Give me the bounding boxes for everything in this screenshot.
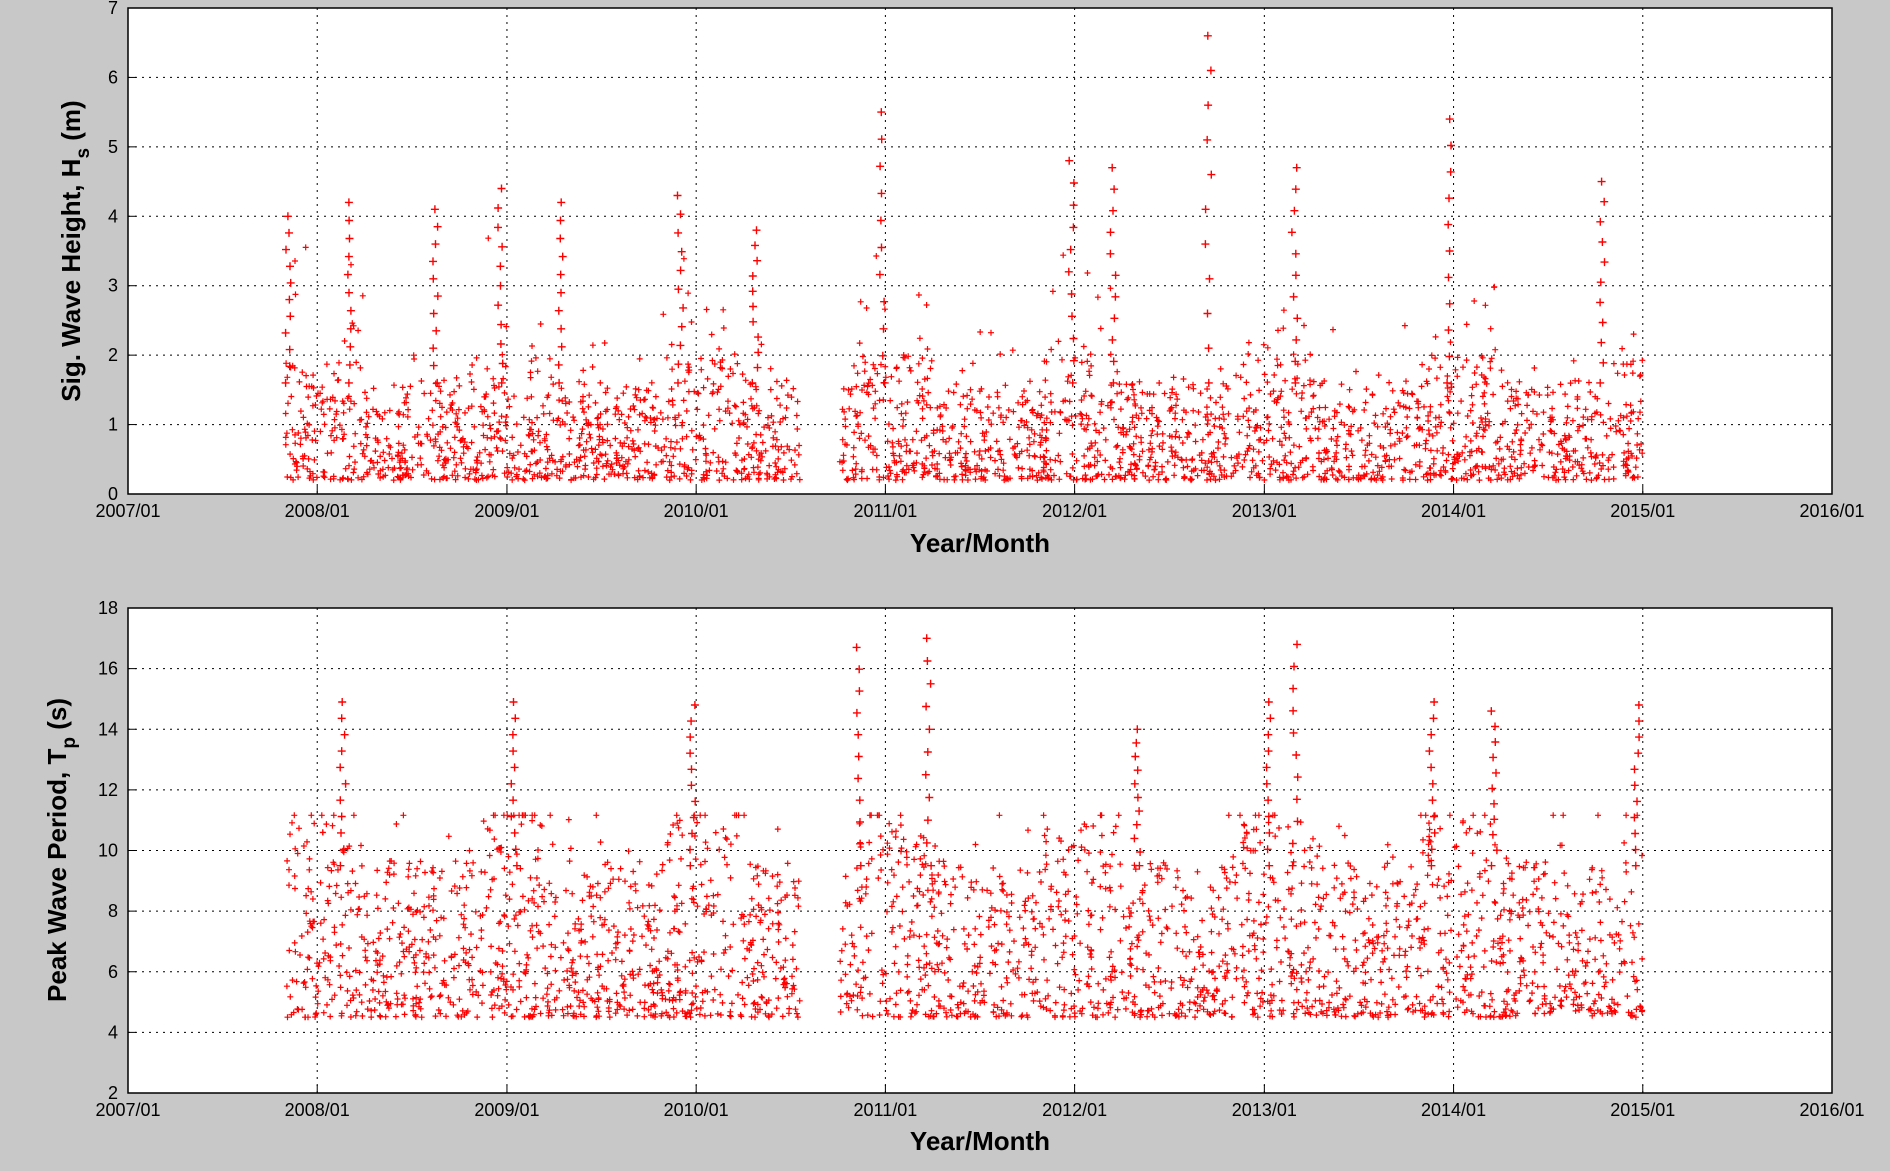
hs-y-tick-label: 6 xyxy=(108,67,118,87)
hs-y-tick-label: 1 xyxy=(108,415,118,435)
tp-plot-area xyxy=(127,607,1833,1094)
tp-y-tick-label: 6 xyxy=(108,962,118,982)
hs-y-tick-label: 4 xyxy=(108,206,118,226)
tp-y-ticks: 2 4 6 8 10 12 14 16 18 xyxy=(98,598,136,1103)
tp-peak-marker xyxy=(1630,701,1644,870)
hs-point-cloud xyxy=(282,235,1646,484)
hs-y-tick-label: 3 xyxy=(108,276,118,296)
hs-peak-marker xyxy=(875,108,889,387)
tp-peak-marker xyxy=(1425,698,1439,870)
tp-point-cloud xyxy=(283,812,1646,1021)
tp-y-tick-label: 4 xyxy=(108,1022,118,1042)
hs-peak-marker xyxy=(494,184,507,387)
hs-peak-marker xyxy=(1287,163,1302,387)
tp-peak-marker xyxy=(1262,698,1275,870)
hs-y-tick-label: 0 xyxy=(108,484,118,504)
hs-x-tick-label: 2007/01 xyxy=(95,501,160,521)
tp-peak-marker xyxy=(686,701,700,870)
hs-x-axis-title: Year/Month xyxy=(910,528,1050,558)
hs-peak-marker xyxy=(343,198,355,387)
hs-y-tick-label: 7 xyxy=(108,0,118,18)
hs-peak-marker xyxy=(673,191,688,387)
hs-peak-marker xyxy=(748,226,763,387)
tp-y-tick-label: 2 xyxy=(108,1083,118,1103)
hs-peak-marker xyxy=(1106,163,1120,387)
hs-peak-marker xyxy=(1596,177,1609,387)
tp-x-tick-label: 2012/01 xyxy=(1042,1100,1107,1120)
hs-y-ticks: 0 1 2 3 4 5 6 7 xyxy=(108,0,136,504)
tp-data-points xyxy=(283,634,1646,1021)
tp-x-ticks: 2007/01 2008/01 2009/01 2010/01 2011/01 2012/… xyxy=(95,1085,1865,1120)
tp-x-tick-label: 2013/01 xyxy=(1232,1100,1297,1120)
tp-y-tick-label: 10 xyxy=(98,841,118,861)
hs-peak-marker xyxy=(554,198,567,387)
hs-panel: 2007/01 2008/01 2009/01 2010/01 2011/01 2012/… xyxy=(56,0,1865,558)
tp-y-tick-label: 8 xyxy=(108,901,118,921)
hs-x-tick-label: 2012/01 xyxy=(1042,501,1107,521)
tp-panel: 2007/01 2008/01 2009/01 2010/01 2011/01 2012/… xyxy=(42,598,1865,1156)
hs-peak-marker xyxy=(429,205,442,387)
tp-x-tick-label: 2007/01 xyxy=(95,1100,160,1120)
tp-peak-marker xyxy=(1130,725,1145,870)
tp-y-tick-label: 16 xyxy=(98,659,118,679)
tp-peak-marker xyxy=(507,698,521,870)
tp-x-tick-label: 2009/01 xyxy=(474,1100,539,1120)
hs-x-tick-label: 2009/01 xyxy=(474,501,539,521)
hs-y-axis-title: Sig. Wave Height, Hs (m) xyxy=(56,100,94,401)
tp-x-tick-label: 2014/01 xyxy=(1421,1100,1486,1120)
tp-y-tick-label: 14 xyxy=(98,719,118,739)
tp-y-tick-label: 12 xyxy=(98,780,118,800)
hs-data-points xyxy=(281,31,1646,484)
tp-peak-marker xyxy=(1487,707,1501,870)
hs-peak-marker xyxy=(1064,156,1078,387)
hs-peak-marker xyxy=(1443,115,1455,387)
tp-y-axis-title: Peak Wave Period, Tp (s) xyxy=(42,698,80,1002)
tp-x-tick-label: 2010/01 xyxy=(664,1100,729,1120)
hs-x-tick-label: 2016/01 xyxy=(1799,501,1864,521)
tp-peak-marker xyxy=(336,698,350,870)
hs-x-ticks: 2007/01 2008/01 2009/01 2010/01 2011/01 2012/… xyxy=(95,486,1865,521)
hs-x-tick-label: 2015/01 xyxy=(1610,501,1675,521)
hs-peak-marker xyxy=(1201,31,1216,387)
hs-y-tick-label: 2 xyxy=(108,345,118,365)
tp-peak-marker xyxy=(1288,640,1302,870)
hs-y-tick-label: 5 xyxy=(108,137,118,157)
hs-peak-marker xyxy=(281,212,295,387)
tp-x-tick-label: 2011/01 xyxy=(854,1100,918,1120)
tp-peak-marker xyxy=(852,643,865,870)
hs-x-tick-label: 2010/01 xyxy=(664,501,729,521)
tp-x-axis-title: Year/Month xyxy=(910,1126,1050,1156)
tp-peak-marker xyxy=(921,634,936,870)
tp-x-tick-label: 2015/01 xyxy=(1610,1100,1675,1120)
hs-x-tick-label: 2008/01 xyxy=(285,501,350,521)
tp-x-tick-label: 2008/01 xyxy=(285,1100,350,1120)
hs-x-tick-label: 2013/01 xyxy=(1232,501,1297,521)
tp-x-tick-label: 2016/01 xyxy=(1799,1100,1864,1120)
hs-x-tick-label: 2011/01 xyxy=(854,501,918,521)
hs-plot-area xyxy=(127,7,1833,495)
hs-x-tick-label: 2014/01 xyxy=(1421,501,1486,521)
tp-y-tick-label: 18 xyxy=(98,598,118,618)
